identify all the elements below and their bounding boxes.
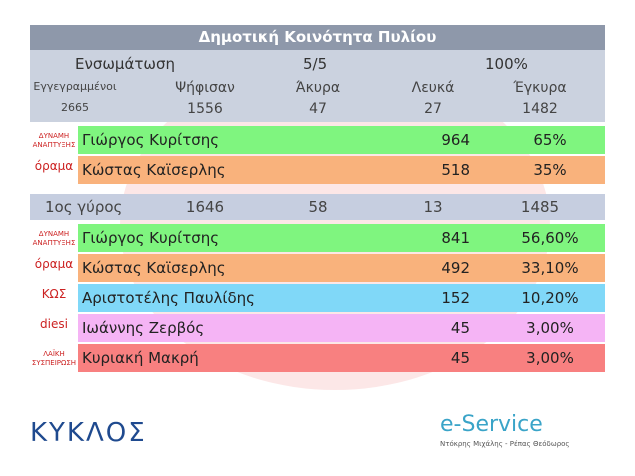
logo-box	[30, 254, 78, 282]
header-cell: Ψήφισαν	[175, 80, 235, 96]
header-cell: Άκυρα	[295, 80, 341, 96]
first-round-label: 1ος γύρος	[45, 198, 123, 216]
total-cell: 2665	[61, 101, 89, 114]
candidate-percent: 3,00%	[526, 349, 574, 367]
party-logo: ΔΥΝΑΜΗ ΑΝΑΠΤΥΞΗΣ	[32, 230, 76, 247]
candidate-votes: 152	[441, 289, 470, 307]
party-logo: ΔΥΝΑΜΗ ΑΝΑΠΤΥΞΗΣ	[32, 132, 76, 149]
first-round-total: 1485	[520, 198, 560, 216]
candidate-percent: 56,60%	[521, 229, 579, 247]
candidate-name: Κώστας Καϊσερλης	[82, 259, 226, 277]
logo-box	[30, 126, 78, 154]
party-logo: όραμα	[34, 257, 74, 271]
title-row	[30, 25, 605, 50]
candidate-percent: 3,00%	[526, 319, 574, 337]
candidate-name: Ιωάννης Ζερβός	[82, 319, 205, 337]
candidate-percent: 65%	[533, 131, 567, 149]
candidate-votes: 964	[441, 131, 470, 149]
candidate-percent: 35%	[533, 161, 567, 179]
summary-percent: 100%	[485, 55, 528, 73]
candidate-votes: 45	[450, 349, 470, 367]
candidate-row	[30, 284, 605, 312]
candidate-row	[30, 126, 605, 154]
candidate-name: Κώστας Καϊσερλης	[82, 161, 226, 179]
total-cell: 27	[424, 101, 442, 117]
party-logo: diesi	[40, 317, 68, 331]
party-logo: ΛΑΪΚΗ ΣΥΣΠΕΙΡΩΣΗ	[31, 350, 77, 367]
first-round-total: 58	[308, 198, 328, 216]
header-cell: Λευκά	[411, 80, 455, 96]
candidate-votes: 841	[441, 229, 470, 247]
candidate-row	[30, 156, 605, 184]
header-cell: Εγγεγραμμένοι	[33, 80, 117, 93]
candidate-name: Γιώργος Κυρίτσης	[82, 229, 220, 247]
party-logo: ΚΩΣ	[41, 287, 67, 301]
first-round-total: 13	[423, 198, 443, 216]
total-cell: 1556	[187, 101, 223, 117]
candidate-votes: 518	[441, 161, 470, 179]
logo-box	[30, 284, 78, 312]
logo-box	[30, 224, 78, 252]
candidate-row	[30, 224, 605, 252]
party-logo: όραμα	[34, 159, 74, 173]
summary-row	[30, 50, 605, 122]
logo-box	[30, 344, 78, 372]
footer-left-logo: ΚΥΚΛΟΣ	[30, 418, 147, 448]
logo-box	[30, 314, 78, 342]
footer-credit: Ντόκρης Μιχάλης - Ρέπας Θεόδωρος	[440, 440, 570, 448]
total-cell: 47	[309, 101, 327, 117]
summary-counted: 5/5	[303, 55, 328, 73]
footer-right-logo: e-Service	[440, 412, 543, 437]
candidate-percent: 10,20%	[521, 289, 579, 307]
candidate-row	[30, 254, 605, 282]
first-round-total: 1646	[185, 198, 225, 216]
header-cell: Έγκυρα	[513, 80, 567, 96]
candidate-row	[30, 344, 605, 372]
summary-label: Ενσωμάτωση	[75, 55, 175, 73]
first-round-row	[30, 194, 605, 220]
total-cell: 1482	[522, 101, 558, 117]
title: Δημοτική Κοινότητα Πυλίου	[198, 28, 437, 46]
logo-box	[30, 156, 78, 184]
candidate-votes: 45	[450, 319, 470, 337]
candidate-name: Αριστοτέλης Παυλίδης	[82, 289, 255, 307]
candidate-votes: 492	[441, 259, 470, 277]
candidate-name: Κυριακή Μακρή	[82, 349, 199, 367]
candidate-percent: 33,10%	[521, 259, 579, 277]
candidate-row	[30, 314, 605, 342]
candidate-name: Γιώργος Κυρίτσης	[82, 131, 220, 149]
